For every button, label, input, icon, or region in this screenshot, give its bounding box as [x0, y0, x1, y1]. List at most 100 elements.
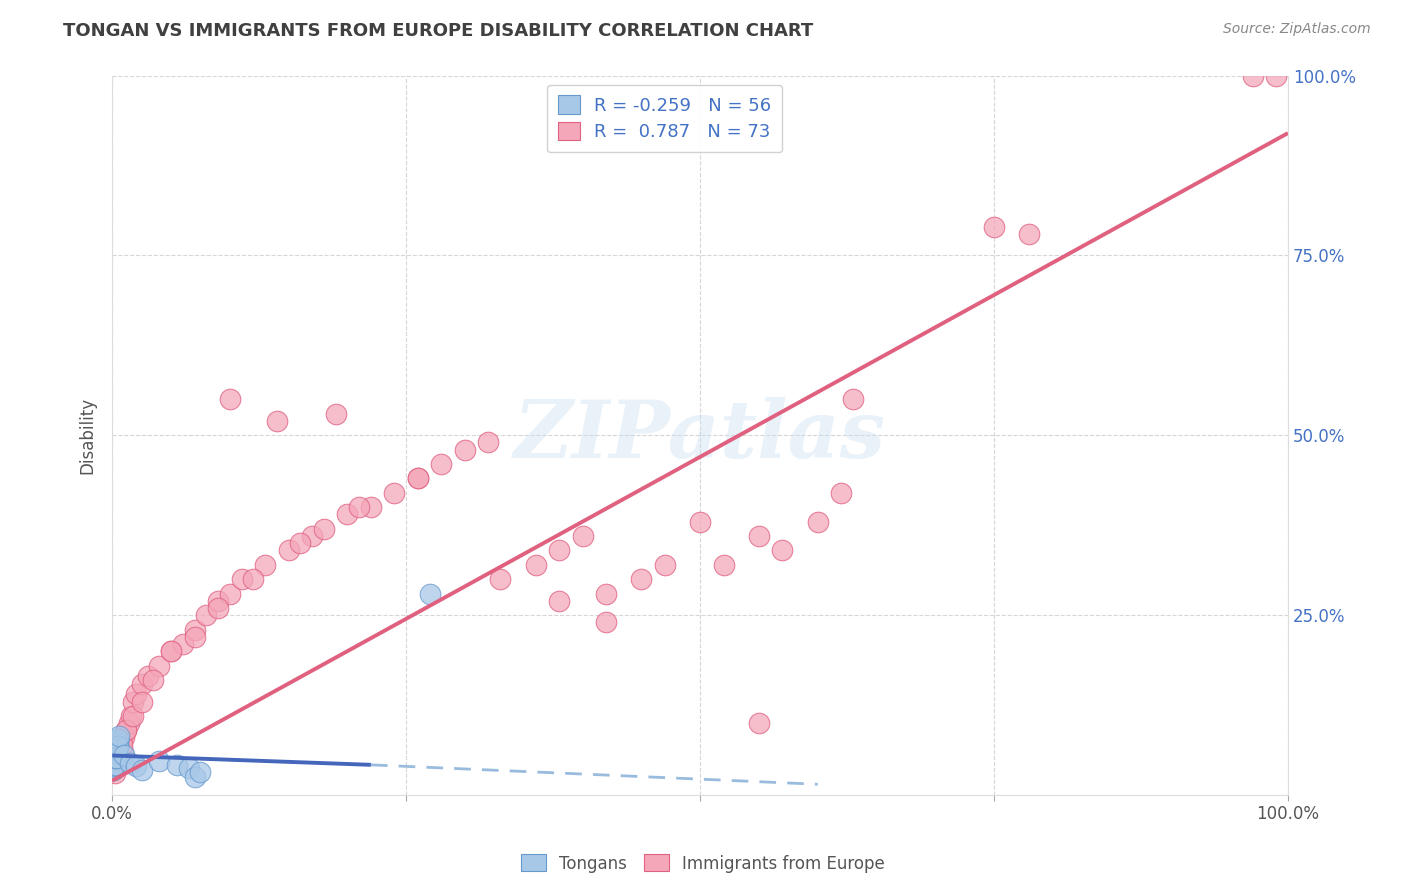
- Point: [118, 716, 141, 731]
- Point: [107, 752, 129, 766]
- Point: [107, 739, 129, 753]
- Point: [548, 543, 571, 558]
- Point: [842, 392, 865, 407]
- Point: [301, 529, 323, 543]
- Point: [131, 694, 153, 708]
- Legend: R = -0.259   N = 56, R =  0.787   N = 73: R = -0.259 N = 56, R = 0.787 N = 73: [547, 85, 782, 153]
- Y-axis label: Disability: Disability: [79, 397, 96, 474]
- Point: [107, 736, 129, 750]
- Point: [195, 608, 218, 623]
- Point: [1018, 227, 1040, 241]
- Point: [110, 738, 132, 752]
- Point: [122, 694, 145, 708]
- Point: [419, 586, 441, 600]
- Point: [103, 759, 125, 773]
- Point: [103, 759, 125, 773]
- Point: [122, 709, 145, 723]
- Point: [312, 522, 335, 536]
- Point: [104, 745, 127, 759]
- Text: TONGAN VS IMMIGRANTS FROM EUROPE DISABILITY CORRELATION CHART: TONGAN VS IMMIGRANTS FROM EUROPE DISABIL…: [63, 22, 814, 40]
- Point: [105, 739, 128, 753]
- Point: [360, 500, 382, 515]
- Point: [125, 759, 148, 773]
- Point: [104, 752, 127, 766]
- Point: [166, 757, 188, 772]
- Point: [177, 761, 200, 775]
- Point: [406, 471, 429, 485]
- Point: [105, 739, 128, 753]
- Point: [207, 594, 229, 608]
- Point: [103, 745, 125, 759]
- Point: [104, 752, 127, 766]
- Point: [104, 748, 127, 763]
- Point: [595, 586, 617, 600]
- Point: [325, 407, 347, 421]
- Point: [218, 392, 240, 407]
- Point: [105, 743, 128, 757]
- Text: Source: ZipAtlas.com: Source: ZipAtlas.com: [1223, 22, 1371, 37]
- Point: [160, 644, 183, 658]
- Point: [103, 759, 125, 773]
- Point: [111, 738, 134, 752]
- Point: [524, 558, 547, 572]
- Point: [131, 763, 153, 777]
- Point: [103, 763, 125, 777]
- Point: [830, 486, 852, 500]
- Point: [104, 759, 127, 773]
- Point: [111, 745, 134, 759]
- Point: [595, 615, 617, 630]
- Point: [148, 754, 170, 768]
- Point: [120, 709, 142, 723]
- Point: [183, 623, 205, 637]
- Point: [104, 743, 127, 757]
- Point: [689, 515, 711, 529]
- Point: [115, 723, 138, 738]
- Point: [104, 745, 127, 759]
- Point: [107, 734, 129, 748]
- Point: [160, 644, 183, 658]
- Point: [105, 739, 128, 753]
- Point: [103, 759, 125, 773]
- Point: [103, 761, 125, 775]
- Point: [290, 536, 312, 550]
- Point: [347, 500, 370, 515]
- Point: [111, 734, 134, 748]
- Point: [406, 471, 429, 485]
- Point: [104, 756, 127, 770]
- Point: [105, 752, 128, 766]
- Point: [104, 750, 127, 764]
- Point: [104, 750, 127, 764]
- Point: [105, 738, 128, 752]
- Point: [489, 572, 512, 586]
- Point: [384, 486, 406, 500]
- Point: [108, 729, 131, 743]
- Point: [1241, 69, 1264, 83]
- Point: [104, 757, 127, 772]
- Point: [104, 750, 127, 764]
- Point: [748, 716, 770, 731]
- Point: [104, 747, 127, 761]
- Point: [277, 543, 299, 558]
- Point: [571, 529, 593, 543]
- Point: [112, 748, 135, 763]
- Point: [983, 219, 1005, 234]
- Point: [107, 731, 129, 746]
- Point: [207, 601, 229, 615]
- Point: [104, 757, 127, 772]
- Point: [108, 745, 131, 759]
- Point: [748, 529, 770, 543]
- Point: [148, 658, 170, 673]
- Point: [183, 630, 205, 644]
- Legend: Tongans, Immigrants from Europe: Tongans, Immigrants from Europe: [515, 847, 891, 880]
- Point: [454, 442, 477, 457]
- Point: [713, 558, 735, 572]
- Point: [104, 747, 127, 761]
- Point: [104, 756, 127, 770]
- Point: [477, 435, 499, 450]
- Point: [190, 765, 212, 780]
- Point: [254, 558, 277, 572]
- Point: [172, 637, 194, 651]
- Point: [104, 757, 127, 772]
- Point: [104, 748, 127, 763]
- Point: [104, 745, 127, 759]
